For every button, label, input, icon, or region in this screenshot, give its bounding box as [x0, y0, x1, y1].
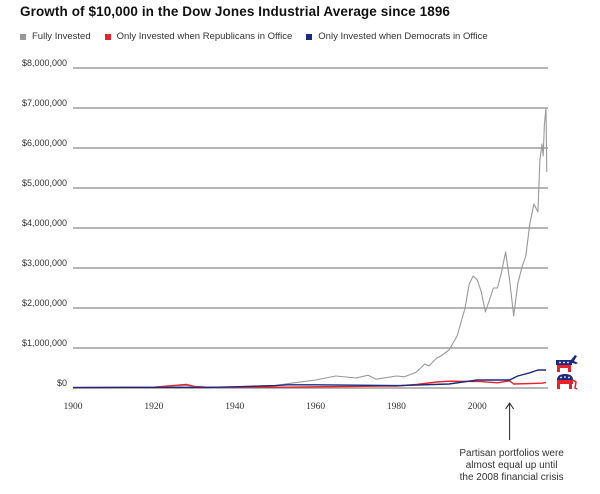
annotation-text: almost equal up until	[466, 460, 558, 471]
y-tick-label: $6,000,000	[22, 138, 67, 148]
x-tick-label: 2000	[468, 402, 487, 412]
y-tick-label: $3,000,000	[22, 258, 67, 268]
x-axis-ticks: 1900 1920 1940 1960 1980 2000	[64, 402, 488, 412]
republican-elephant-icon	[557, 374, 578, 390]
x-tick-label: 1980	[387, 402, 406, 412]
legend-swatch-fully-invested	[20, 33, 26, 40]
x-tick-label: 1940	[225, 402, 244, 412]
y-tick-label: $4,000,000	[22, 218, 67, 228]
legend-swatch-democrats	[306, 33, 313, 40]
annotation-arrow-head	[505, 402, 515, 410]
party-icons	[556, 355, 578, 390]
legend-swatch-republicans	[104, 33, 111, 40]
gridlines	[73, 67, 548, 389]
series-lines	[72, 107, 548, 389]
legend-label: Only Invested when Democrats in Office	[318, 31, 488, 42]
y-tick-label: $0	[57, 378, 67, 388]
series-fully-invested	[72, 107, 548, 389]
legend-item-republicans: Only Invested when Republicans in Office	[104, 31, 293, 42]
legend-label: Only Invested when Republicans in Office	[116, 31, 293, 42]
democrat-donkey-icon	[556, 355, 578, 372]
legend-item-fully-invested: Fully Invested	[20, 31, 91, 42]
y-tick-label: $2,000,000	[22, 298, 67, 308]
legend-item-democrats: Only Invested when Democrats in Office	[306, 31, 488, 42]
y-tick-label: $5,000,000	[22, 178, 67, 188]
y-tick-label: $7,000,000	[22, 98, 67, 108]
annotation-text: the 2008 financial crisis	[460, 472, 564, 483]
x-tick-label: 1920	[144, 402, 163, 412]
annotation-text: Partisan portfolios were	[459, 448, 564, 459]
series-democrats	[72, 369, 546, 389]
x-tick-label: 1960	[306, 402, 325, 412]
y-tick-label: $1,000,000	[22, 338, 67, 348]
chart-title: Growth of $10,000 in the Dow Jones Indus…	[20, 4, 451, 19]
legend-label: Fully Invested	[32, 31, 91, 42]
x-tick-label: 1900	[64, 402, 83, 412]
y-tick-label: $8,000,000	[22, 58, 67, 68]
y-axis-ticks: $0 $1,000,000 $2,000,000 $3,000,000 $4,000,0…	[22, 58, 67, 388]
legend: Fully Invested Only Invested when Republ…	[20, 31, 488, 42]
